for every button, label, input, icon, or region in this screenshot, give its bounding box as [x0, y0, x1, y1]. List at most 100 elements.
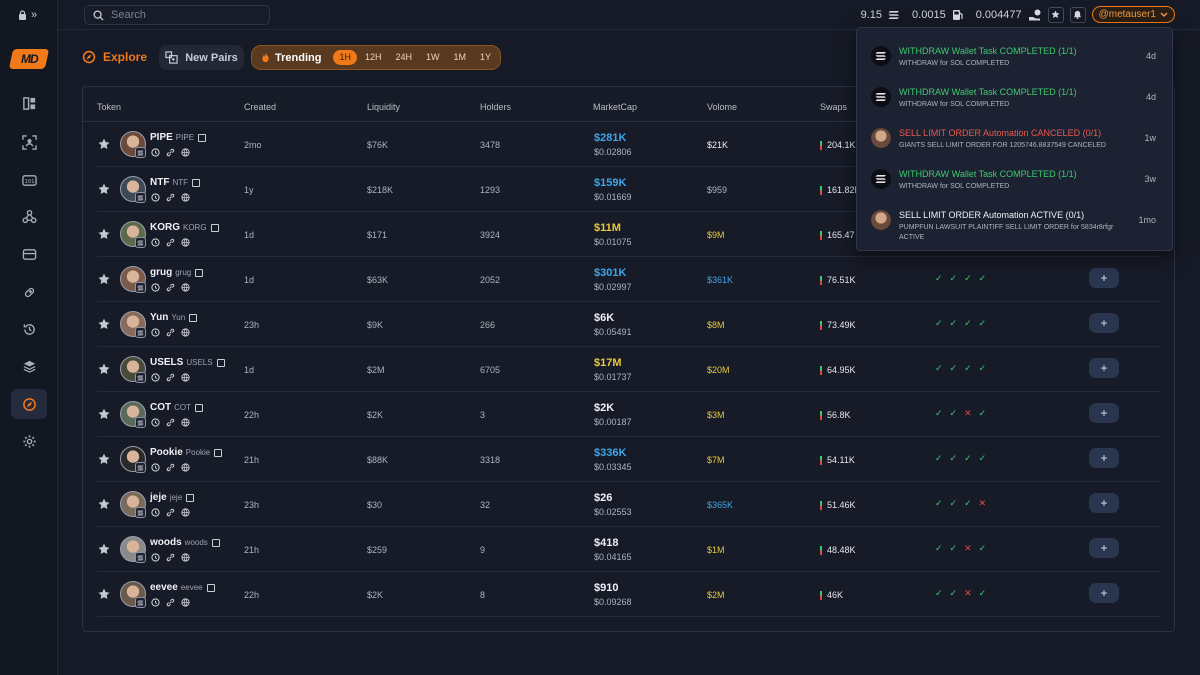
favorite-star-icon[interactable]: [98, 452, 110, 464]
app-logo[interactable]: MD: [8, 49, 50, 69]
favorite-star-icon[interactable]: [98, 407, 110, 419]
table-row[interactable]: USELS USELS 1d $2M 6705 $17M $0.01737 $2…: [97, 347, 1161, 392]
copy-icon[interactable]: [189, 313, 198, 322]
clock-icon[interactable]: [151, 238, 160, 247]
table-row[interactable]: KORG KORG 1d $171 3924 $11M $0.01075 $9M…: [97, 212, 1161, 257]
link-icon[interactable]: [166, 238, 175, 247]
header-token[interactable]: Token: [97, 102, 122, 112]
token-name[interactable]: KORG KORG: [150, 222, 219, 233]
sidebar-item-dashboard[interactable]: [11, 88, 47, 118]
copy-icon[interactable]: [206, 583, 215, 592]
table-row[interactable]: Pookie Pookie 21h $88K 3318 $336K $0.033…: [97, 437, 1161, 482]
token-name[interactable]: woods woods: [150, 537, 220, 548]
favorite-star-icon[interactable]: [98, 182, 110, 194]
favorite-star-icon[interactable]: [98, 497, 110, 509]
token-name[interactable]: Yun Yun: [150, 312, 198, 323]
sidebar-item-counter[interactable]: 101: [11, 165, 47, 195]
notification-item[interactable]: WITHDRAW Wallet Task COMPLETED (1/1) WIT…: [857, 162, 1172, 203]
clock-icon[interactable]: [151, 328, 160, 337]
copy-icon[interactable]: [216, 358, 225, 367]
globe-icon[interactable]: [181, 193, 190, 202]
sidebar-item-history[interactable]: [11, 314, 47, 344]
token-name[interactable]: jeje jeje: [150, 492, 195, 503]
header-created[interactable]: Created: [244, 102, 277, 112]
clock-icon[interactable]: [151, 148, 160, 157]
token-name[interactable]: PIPE PIPE: [150, 132, 207, 143]
link-icon[interactable]: [166, 598, 175, 607]
favorite-star-icon[interactable]: [98, 137, 110, 149]
quick-buy-button[interactable]: +: [1089, 538, 1119, 558]
clock-icon[interactable]: [151, 373, 160, 382]
sidebar-item-webhook[interactable]: [11, 201, 47, 231]
copy-icon[interactable]: [214, 448, 223, 457]
table-row[interactable]: eevee eevee 22h $2K 8 $910 $0.09268 $2M …: [97, 572, 1161, 617]
globe-icon[interactable]: [181, 238, 190, 247]
timeframe-24h[interactable]: 24H: [395, 52, 412, 62]
notification-item[interactable]: WITHDRAW Wallet Task COMPLETED (1/1) WIT…: [857, 80, 1172, 121]
quick-buy-button[interactable]: +: [1089, 583, 1119, 603]
timeframe-1y[interactable]: 1Y: [480, 52, 492, 62]
notification-item[interactable]: SELL LIMIT ORDER Automation ACTIVE (0/1)…: [857, 203, 1172, 244]
favorite-star-icon[interactable]: [98, 227, 110, 239]
favorites-button[interactable]: [1047, 6, 1064, 23]
favorite-star-icon[interactable]: [98, 587, 110, 599]
globe-icon[interactable]: [181, 328, 190, 337]
token-name[interactable]: Pookie Pookie: [150, 447, 223, 458]
sidebar-item-layers[interactable]: [11, 351, 47, 381]
clock-icon[interactable]: [151, 283, 160, 292]
clock-icon[interactable]: [151, 418, 160, 427]
table-row[interactable]: woods woods 21h $259 9 $418 $0.04165 $1M…: [97, 527, 1161, 572]
table-row[interactable]: PIPE PIPE 2mo $76K 3478 $281K $0.02806 $…: [97, 122, 1161, 167]
sidebar-item-scan[interactable]: [11, 127, 47, 157]
copy-icon[interactable]: [210, 223, 219, 232]
clock-icon[interactable]: [151, 598, 160, 607]
header-holders[interactable]: Holders: [480, 102, 512, 112]
quick-buy-button[interactable]: +: [1089, 493, 1119, 513]
copy-icon[interactable]: [192, 178, 201, 187]
notification-item[interactable]: SELL LIMIT ORDER Automation CANCELED (0/…: [857, 121, 1172, 162]
clock-icon[interactable]: [151, 508, 160, 517]
sidebar-item-settings[interactable]: [11, 426, 47, 456]
quick-buy-button[interactable]: +: [1089, 268, 1119, 288]
timeframe-1w[interactable]: 1W: [426, 52, 440, 62]
globe-icon[interactable]: [181, 553, 190, 562]
favorite-star-icon[interactable]: [98, 317, 110, 329]
clock-icon[interactable]: [151, 553, 160, 562]
globe-icon[interactable]: [181, 373, 190, 382]
header-volume[interactable]: Volome: [707, 102, 738, 112]
favorite-star-icon[interactable]: [98, 272, 110, 284]
user-menu-button[interactable]: @metauser1: [1091, 6, 1175, 23]
link-icon[interactable]: [166, 148, 175, 157]
search-box[interactable]: [84, 5, 270, 25]
token-name[interactable]: grug grug: [150, 267, 204, 278]
globe-icon[interactable]: [181, 283, 190, 292]
link-icon[interactable]: [166, 328, 175, 337]
clock-icon[interactable]: [151, 193, 160, 202]
globe-icon[interactable]: [181, 418, 190, 427]
table-row[interactable]: jeje jeje 23h $30 32 $26 $0.02553 $365K …: [97, 482, 1161, 527]
quick-buy-button[interactable]: +: [1089, 403, 1119, 423]
globe-icon[interactable]: [181, 598, 190, 607]
link-icon[interactable]: [166, 283, 175, 292]
token-name[interactable]: eevee eevee: [150, 582, 215, 593]
clock-icon[interactable]: [151, 463, 160, 472]
header-swaps[interactable]: Swaps: [820, 102, 848, 112]
header-liquidity[interactable]: Liquidity: [367, 102, 401, 112]
favorite-star-icon[interactable]: [98, 362, 110, 374]
table-row[interactable]: grug grug 1d $63K 2052 $301K $0.02997 $3…: [97, 257, 1161, 302]
new-pairs-tab[interactable]: New Pairs: [159, 45, 244, 70]
search-input[interactable]: [111, 9, 261, 21]
copy-icon[interactable]: [195, 268, 204, 277]
globe-icon[interactable]: [181, 463, 190, 472]
copy-icon[interactable]: [186, 493, 195, 502]
table-row[interactable]: NTF NTF 1y $218K 1293 $159K $0.01669 $95…: [97, 167, 1161, 212]
token-name[interactable]: USELS USELS: [150, 357, 225, 368]
quick-buy-button[interactable]: +: [1089, 313, 1119, 333]
quick-buy-button[interactable]: +: [1089, 448, 1119, 468]
copy-icon[interactable]: [195, 403, 203, 412]
header-marketcap[interactable]: MarketCap: [593, 102, 638, 112]
link-icon[interactable]: [166, 508, 175, 517]
token-name[interactable]: NTF NTF: [150, 177, 201, 188]
sidebar-item-explore[interactable]: [11, 389, 47, 419]
timeframe-12h[interactable]: 12H: [364, 52, 382, 62]
